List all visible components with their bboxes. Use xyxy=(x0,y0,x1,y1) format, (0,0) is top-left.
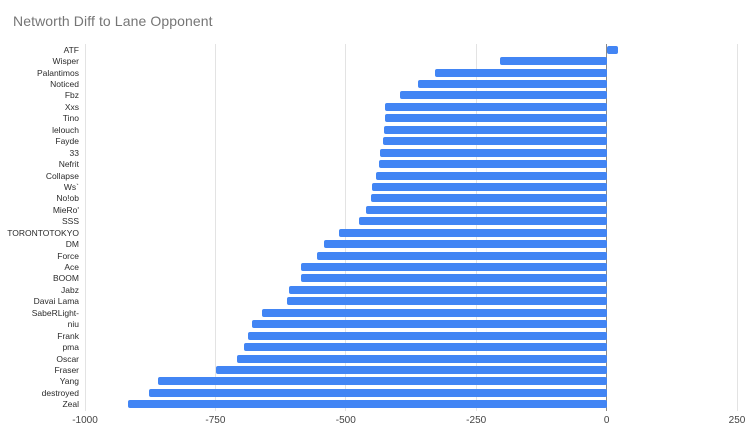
category-label: niu xyxy=(67,319,79,330)
bar-noticed[interactable] xyxy=(418,80,607,89)
gridline xyxy=(84,44,86,411)
gridline xyxy=(345,44,347,411)
chart-title: Networth Diff to Lane Opponent xyxy=(13,13,213,29)
bar-no-ob[interactable] xyxy=(370,194,607,203)
category-label: Nefrit xyxy=(58,159,79,170)
bar-jabz[interactable] xyxy=(289,285,607,294)
category-label: BOOM xyxy=(53,273,79,284)
gridline xyxy=(475,44,477,411)
bar-palantimos[interactable] xyxy=(434,68,607,77)
category-label: 33 xyxy=(69,147,79,158)
x-axis-tick-label: -250 xyxy=(466,415,487,426)
bar-boom[interactable] xyxy=(300,274,607,283)
bar-xxs[interactable] xyxy=(385,102,607,111)
zero-baseline xyxy=(606,44,608,411)
gridline xyxy=(736,44,738,411)
category-label: ATF xyxy=(63,44,79,55)
category-label: Zeal xyxy=(62,399,79,410)
bar-33[interactable] xyxy=(380,148,607,157)
bar-fayde[interactable] xyxy=(383,137,607,146)
category-label: destroyed xyxy=(41,387,79,398)
category-label: MieRo' xyxy=(52,204,79,215)
x-axis-tick-label: 250 xyxy=(728,415,746,426)
category-label: TORONTOTOKYO xyxy=(7,227,79,238)
category-label: Collapse xyxy=(45,170,79,181)
category-label: Frank xyxy=(57,330,79,341)
bar-saberlight[interactable] xyxy=(262,308,607,317)
category-label: Jabz xyxy=(61,284,79,295)
category-label: Noticed xyxy=(50,79,79,90)
bar-torontotokyo[interactable] xyxy=(339,228,607,237)
bar-ws[interactable] xyxy=(371,182,607,191)
bar-frank[interactable] xyxy=(248,331,607,340)
category-label: Fbz xyxy=(64,90,79,101)
category-label: Oscar xyxy=(56,353,79,364)
bar-miero[interactable] xyxy=(366,205,607,214)
category-label: Tino xyxy=(62,113,79,124)
category-label: Wisper xyxy=(52,56,79,67)
bar-wisper[interactable] xyxy=(500,57,607,66)
bar-oscar[interactable] xyxy=(236,354,607,363)
bar-destroyed[interactable] xyxy=(149,388,607,397)
bar-force[interactable] xyxy=(316,251,607,260)
category-label: Ace xyxy=(64,262,79,273)
bar-pma[interactable] xyxy=(244,343,607,352)
category-label: SabeRLight- xyxy=(31,307,79,318)
x-axis-tick-label: 0 xyxy=(603,415,610,426)
bar-yang[interactable] xyxy=(158,377,607,386)
category-label: Force xyxy=(57,250,79,261)
bar-dm[interactable] xyxy=(324,240,607,249)
category-label: Fayde xyxy=(55,136,79,147)
x-axis-tick-label: -750 xyxy=(205,415,226,426)
category-label: lelouch xyxy=(52,124,79,135)
category-label: Yang xyxy=(59,376,79,387)
bar-fraser[interactable] xyxy=(216,365,607,374)
category-label: pma xyxy=(62,342,79,353)
category-label: Ws` xyxy=(63,181,79,192)
bar-fbz[interactable] xyxy=(399,91,607,100)
gridline xyxy=(214,44,216,411)
bar-sss[interactable] xyxy=(358,217,607,226)
bar-nefrit[interactable] xyxy=(379,160,607,169)
bar-atf[interactable] xyxy=(606,45,618,54)
category-label: Palantimos xyxy=(36,67,79,78)
category-label: Fraser xyxy=(54,364,79,375)
bar-lelouch[interactable] xyxy=(384,125,607,134)
category-label: No!ob xyxy=(56,193,79,204)
bar-davai-lama[interactable] xyxy=(287,297,607,306)
category-label: Xxs xyxy=(64,101,79,112)
category-label: SSS xyxy=(61,216,79,227)
bar-collapse[interactable] xyxy=(375,171,607,180)
x-axis-tick-label: -1000 xyxy=(72,415,98,426)
bar-niu[interactable] xyxy=(252,320,607,329)
x-axis-tick-label: -500 xyxy=(335,415,356,426)
bar-tino[interactable] xyxy=(384,114,607,123)
category-label: Davai Lama xyxy=(33,296,79,307)
category-label: DM xyxy=(65,239,79,250)
bar-zeal[interactable] xyxy=(128,400,607,409)
bar-ace[interactable] xyxy=(301,263,607,272)
